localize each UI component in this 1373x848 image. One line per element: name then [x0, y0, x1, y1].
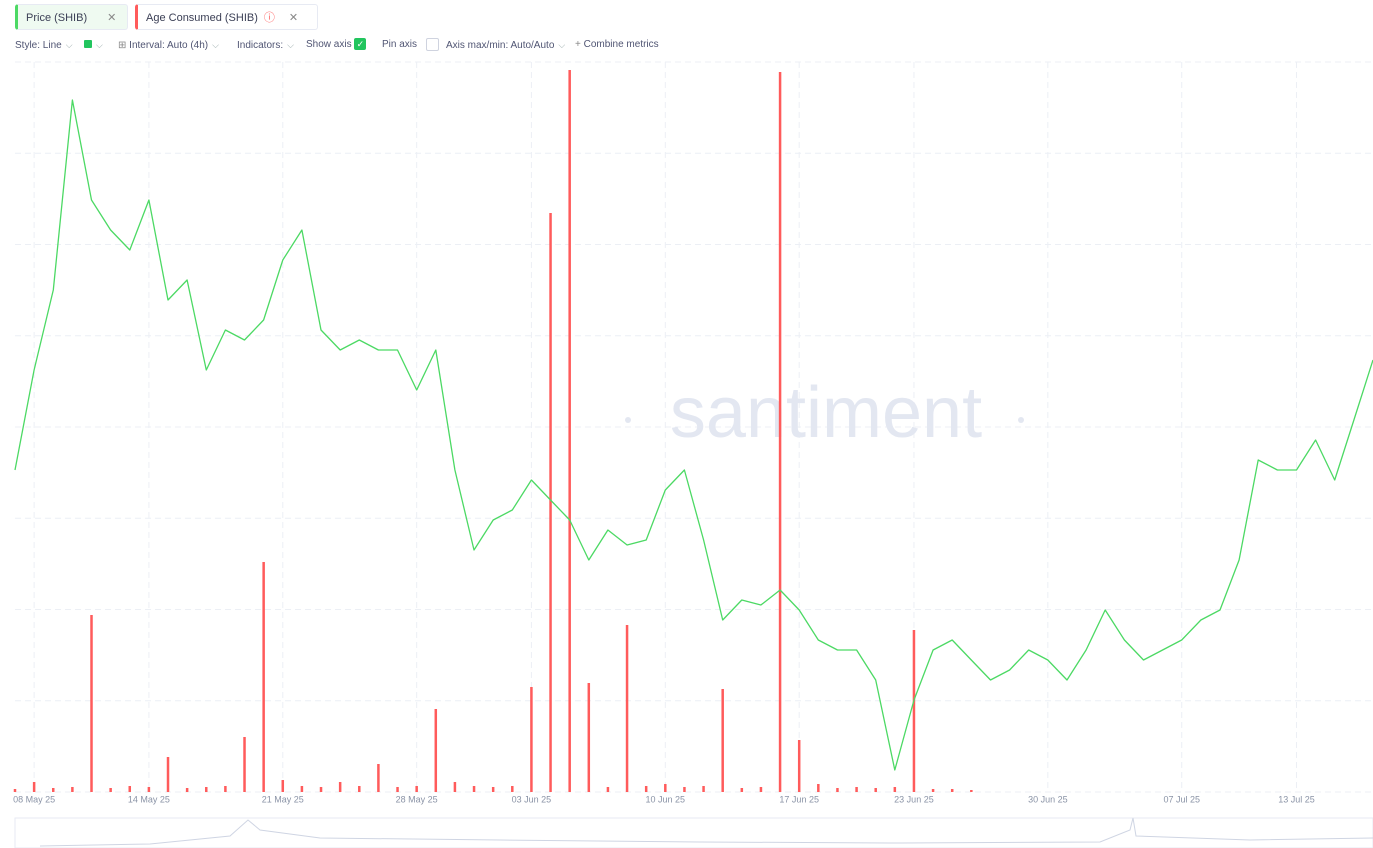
bar	[912, 630, 916, 792]
metric-tab[interactable]: Age Consumed (SHIB) ⓘ ✕	[135, 4, 318, 30]
toolbar-label: Combine metrics	[583, 39, 659, 50]
bar	[530, 687, 533, 792]
show-axis-toggle[interactable]: Show axis ✓	[306, 38, 367, 52]
bar	[109, 788, 112, 792]
bar	[893, 787, 897, 792]
bar	[396, 787, 399, 792]
bar	[205, 787, 208, 792]
toolbar-label: Style: Line	[15, 40, 62, 51]
navigator-line	[39, 817, 1373, 847]
x-tick-label: 10 Jun 25	[646, 794, 686, 804]
indicators-select[interactable]: Indicators: ⌵	[237, 40, 294, 51]
watermark-dot	[1018, 417, 1024, 423]
watermark: santiment	[670, 373, 982, 453]
close-icon[interactable]: ✕	[107, 12, 117, 24]
bar	[874, 788, 877, 792]
bar	[740, 788, 744, 792]
x-tick-label: 08 May 25	[13, 794, 55, 804]
x-tick-label: 07 Jul 25	[1163, 794, 1200, 804]
bar	[931, 789, 935, 792]
bar	[147, 787, 151, 792]
bar	[300, 786, 304, 792]
bar	[358, 786, 361, 792]
metric-tab[interactable]: Price (SHIB) ✕	[15, 4, 128, 30]
bar	[224, 786, 227, 792]
bar	[568, 70, 571, 792]
x-tick-label: 13 Jul 25	[1278, 794, 1315, 804]
bar	[683, 787, 686, 792]
close-icon[interactable]: ✕	[288, 12, 299, 24]
toolbar-label: Pin axis	[382, 39, 418, 51]
toolbar-label: Indicators:	[237, 40, 284, 51]
x-tick-label: 28 May 25	[396, 794, 438, 804]
bar	[625, 625, 629, 792]
bar	[491, 787, 495, 792]
tab-label: Price (SHIB)	[26, 12, 88, 24]
bar	[855, 787, 858, 792]
color-select[interactable]: ⌵	[84, 38, 103, 52]
bar	[377, 764, 380, 792]
bar	[549, 213, 552, 792]
bar	[338, 782, 342, 792]
bar	[90, 615, 93, 792]
bar	[32, 782, 36, 792]
bar	[606, 787, 610, 792]
bar	[243, 737, 246, 792]
pin-axis-toggle[interactable]: Pin axis	[382, 38, 439, 52]
bar	[511, 786, 514, 792]
warning-icon: ⓘ	[263, 12, 275, 24]
x-tick-label: 30 Jun 25	[1028, 794, 1068, 804]
bar	[587, 683, 591, 792]
toolbar-label: Interval: Auto (4h)	[129, 40, 209, 51]
bar	[415, 786, 418, 792]
bar	[166, 757, 170, 792]
bar	[128, 786, 132, 792]
x-tick-label: 14 May 25	[128, 794, 170, 804]
bar	[644, 786, 648, 792]
bar	[281, 780, 285, 792]
bar	[434, 709, 438, 792]
toolbar-label: Axis max/min: Auto/Auto	[446, 40, 555, 51]
bar	[185, 788, 189, 792]
tab-label: Age Consumed (SHIB)	[146, 12, 258, 24]
bar	[453, 782, 457, 792]
axis-minmax-select[interactable]: Axis max/min: Auto/Auto ⌵	[446, 40, 566, 51]
x-tick-label: 17 Jun 25	[779, 794, 819, 804]
bar	[970, 790, 973, 792]
bar	[950, 789, 954, 792]
x-tick-label: 23 Jun 25	[894, 794, 934, 804]
navigator[interactable]	[14, 817, 1373, 848]
price-line	[14, 99, 1373, 771]
bar	[836, 788, 839, 792]
toolbar-label: Show axis	[306, 39, 352, 50]
x-tick-label: 03 Jun 25	[512, 794, 552, 804]
interval-select[interactable]: ⊞ Interval: Auto (4h) ⌵	[118, 40, 219, 51]
bar	[778, 72, 782, 792]
bar	[721, 689, 724, 792]
style-select[interactable]: Style: Line ⌵	[15, 40, 73, 51]
bar	[13, 789, 17, 792]
bar	[702, 786, 705, 792]
x-tick-label: 21 May 25	[262, 794, 304, 804]
combine-metrics-button[interactable]: + Combine metrics	[575, 39, 659, 50]
bar	[319, 787, 323, 792]
bar	[817, 784, 820, 792]
bar	[759, 787, 763, 792]
bar	[52, 788, 55, 792]
bar	[664, 784, 667, 792]
bar	[262, 562, 265, 792]
bar	[472, 786, 476, 792]
bar	[71, 787, 74, 792]
watermark-dot	[625, 417, 631, 423]
bar	[797, 740, 801, 792]
